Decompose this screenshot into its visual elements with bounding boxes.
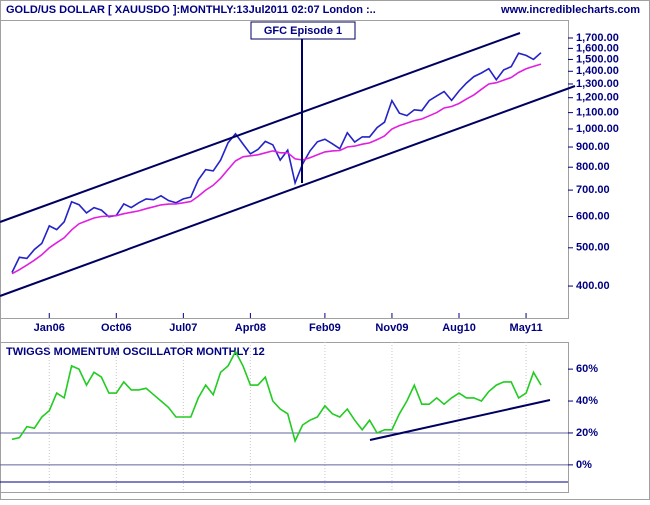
source: www.incrediblecharts.com: [500, 4, 640, 16]
x-tick-label: Aug10: [442, 322, 476, 334]
y-tick-label: 400.00: [576, 280, 610, 292]
y-tick-label: 1,500.00: [576, 53, 619, 65]
y-tick-label: 40%: [576, 395, 598, 407]
y-tick-label: 600.00: [576, 210, 610, 222]
annotation-box: [250, 21, 356, 40]
y-tick-label: 20%: [576, 427, 598, 439]
y-tick-label: 1,400.00: [576, 65, 619, 77]
y-tick-label: 1,000.00: [576, 123, 619, 135]
x-tick-label: Nov09: [375, 322, 408, 334]
x-tick-label: Feb09: [309, 322, 341, 334]
series-line: [11, 63, 542, 275]
y-tick-label: 1,700.00: [576, 32, 619, 44]
y-tick-label: 1,600.00: [576, 42, 619, 54]
x-tick-label: Oct06: [101, 322, 132, 334]
price-panel: [0, 20, 569, 319]
y-tick-label: 1,300.00: [576, 78, 619, 90]
y-tick-label: 500.00: [576, 242, 610, 254]
upper-channel: [0, 32, 521, 223]
y-tick-label: 0%: [576, 459, 592, 471]
y-tick-label: 1,100.00: [576, 107, 619, 119]
lower-channel: [0, 85, 576, 297]
y-tick-label: 1,200.00: [576, 92, 619, 104]
x-tick-label: Jan06: [34, 322, 65, 334]
y-tick-label: 900.00: [576, 141, 610, 153]
momentum-trendline: [369, 399, 551, 441]
chart-title: GOLD/US DOLLAR [ XAUUSDO ]:MONTHLY:13Jul…: [6, 4, 376, 16]
y-tick-label: 700.00: [576, 184, 610, 196]
panel-title: TWIGGS MOMENTUM OSCILLATOR MONTHLY 12: [6, 346, 265, 358]
annotation: GFC Episode 1: [264, 25, 342, 37]
y-tick-label: 60%: [576, 363, 598, 375]
y-tick-label: 800.00: [576, 161, 610, 173]
x-tick-label: Jul07: [169, 322, 197, 334]
x-tick-label: May11: [510, 322, 543, 334]
oscillator-panel: [0, 342, 569, 493]
x-tick-label: Apr08: [235, 322, 266, 334]
series-line: [11, 349, 542, 444]
